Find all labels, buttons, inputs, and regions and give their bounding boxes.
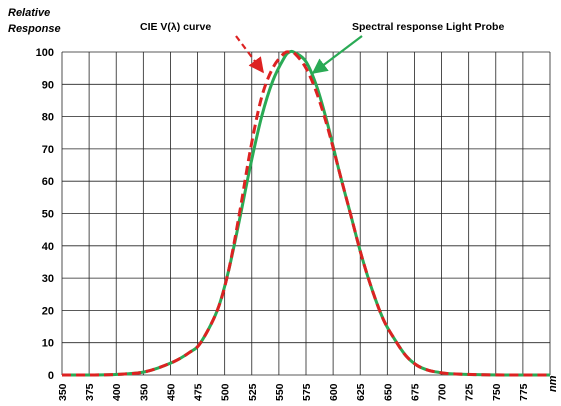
y-tick-label: 30 — [42, 273, 54, 285]
y-tick-label: 10 — [42, 338, 54, 350]
y-tick-label: 80 — [42, 112, 54, 124]
x-tick-label: 350 — [138, 383, 150, 401]
x-axis-unit-label: nm — [547, 375, 559, 392]
annotation-light-probe: Spectral response Light Probe — [352, 21, 504, 33]
x-tick-label: 525 — [247, 383, 259, 401]
x-tick-label: 475 — [193, 383, 205, 401]
x-tick-label: 350 — [57, 383, 69, 401]
x-tick-label: 675 — [409, 383, 421, 401]
y-axis-title-line1: Relative — [8, 7, 50, 19]
x-tick-label: 775 — [518, 383, 530, 401]
x-tick-label: 450 — [165, 383, 177, 401]
y-tick-label: 90 — [42, 79, 54, 91]
x-tick-label: 625 — [355, 383, 367, 401]
y-tick-label: 70 — [42, 144, 54, 156]
series-lines — [61, 49, 550, 377]
x-tick-label: 375 — [84, 383, 96, 401]
x-tick-label: 550 — [274, 383, 286, 401]
arrow-light-probe — [311, 35, 363, 74]
y-axis-ticks: 0 10 20 30 40 50 60 70 80 90 100 — [36, 47, 54, 382]
annotation-cie-curve: CIE V(λ) curve — [140, 21, 211, 33]
series-line-cie-curve — [61, 50, 550, 377]
x-tick-label: 700 — [437, 383, 449, 401]
x-axis-ticks: 350 375 400 350 450 475 500 525 550 575 600 625 650 6… — [57, 383, 530, 401]
grid — [61, 51, 551, 376]
y-tick-label: 50 — [42, 209, 54, 221]
x-tick-label: 650 — [382, 383, 394, 401]
x-tick-label: 750 — [491, 383, 503, 401]
arrow-cie-curve — [235, 35, 264, 74]
x-tick-label: 725 — [464, 383, 476, 401]
x-tick-label: 500 — [220, 383, 232, 401]
x-tick-label: 400 — [111, 383, 123, 401]
x-tick-label: 575 — [301, 383, 313, 401]
y-tick-label: 60 — [42, 176, 54, 188]
y-axis-title-line2: Response — [8, 23, 61, 35]
y-tick-label: 20 — [42, 305, 54, 317]
annotation-arrows — [235, 35, 363, 74]
y-tick-label: 0 — [48, 370, 54, 382]
x-tick-label: 600 — [328, 383, 340, 401]
y-tick-label: 100 — [36, 47, 54, 59]
y-tick-label: 40 — [42, 241, 54, 253]
